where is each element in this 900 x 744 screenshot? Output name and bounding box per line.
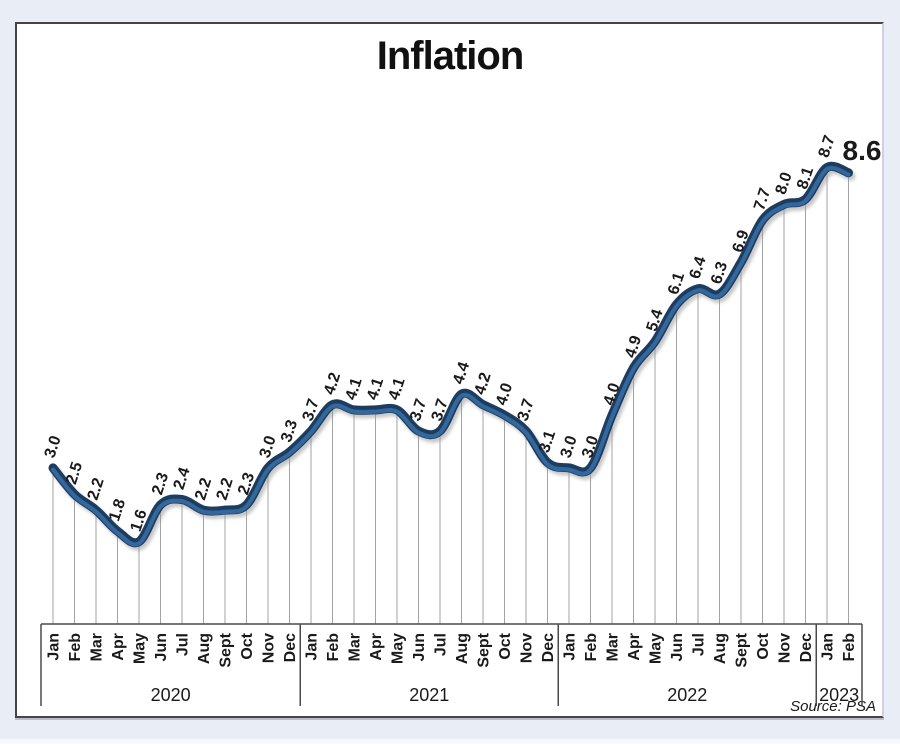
month-label: Mar — [89, 633, 106, 661]
value-label: 3.1 — [536, 428, 559, 455]
month-label: Aug — [712, 633, 729, 664]
value-label: 3.0 — [579, 434, 602, 461]
value-label: 4.4 — [450, 360, 473, 387]
month-label: May — [390, 633, 407, 664]
value-label: 2.5 — [63, 460, 86, 487]
value-label: 3.0 — [558, 434, 581, 461]
month-label: Jun — [411, 633, 428, 661]
value-label: 4.0 — [493, 381, 516, 408]
source-label: Source: PSA — [790, 698, 876, 715]
month-label: Sept — [476, 632, 493, 667]
month-label: Nov — [519, 633, 536, 663]
page-edge-strip — [0, 739, 900, 744]
month-label: Jan — [46, 633, 63, 661]
month-label: Apr — [110, 633, 127, 661]
month-label: Jan — [820, 633, 837, 661]
value-label: 2.2 — [214, 476, 237, 503]
month-label: Jun — [669, 633, 686, 661]
value-label: 4.0 — [601, 381, 624, 408]
axis-layer — [40, 623, 863, 706]
value-label: 8.0 — [773, 170, 796, 197]
value-label: 1.6 — [128, 507, 151, 534]
month-label: Oct — [239, 632, 256, 659]
month-label: Jun — [153, 633, 170, 661]
value-label: 8.1 — [794, 165, 817, 192]
value-label: 5.4 — [644, 307, 667, 334]
value-label: 7.7 — [751, 186, 774, 213]
value-label: 2.2 — [85, 476, 108, 503]
value-label: 6.3 — [708, 260, 731, 287]
month-label: Dec — [798, 633, 815, 662]
month-label: Jul — [433, 633, 450, 656]
value-label: 4.2 — [321, 370, 344, 397]
month-label: Dec — [540, 633, 557, 662]
value-label: 4.2 — [472, 370, 495, 397]
year-label: 2022 — [667, 685, 707, 705]
value-label: 4.1 — [343, 376, 366, 403]
value-label: 1.8 — [106, 497, 129, 524]
chart-title: Inflation — [376, 34, 525, 78]
line-layer — [48, 161, 856, 551]
value-label: 4.1 — [364, 376, 387, 403]
month-label: Jul — [691, 633, 708, 656]
month-label: Oct — [497, 632, 514, 659]
line-shadow — [51, 165, 856, 551]
chart-panel — [15, 22, 884, 718]
year-label: 2023 — [819, 685, 859, 705]
month-label: Aug — [454, 633, 471, 664]
month-label: Nov — [777, 633, 794, 663]
line-highlight — [50, 165, 851, 547]
value-label: 6.1 — [665, 270, 688, 297]
labels-layer: 3.0 Jan 2.5 Feb 2.2 Mar 1.8 Apr 1.6 May 2.3 Jun 2.4 J… — [42, 133, 882, 705]
month-label: Sept — [218, 632, 235, 667]
month-label: Sept — [734, 632, 751, 667]
value-label: 3.3 — [278, 418, 301, 445]
month-label: Apr — [626, 633, 643, 661]
value-label: 2.3 — [149, 471, 172, 498]
month-label: Feb — [583, 633, 600, 662]
latest-value-label: 8.6 — [843, 135, 882, 166]
value-label: 2.3 — [235, 471, 258, 498]
month-label: Jul — [175, 633, 192, 656]
value-label: 3.7 — [515, 397, 538, 424]
value-label: 3.7 — [407, 397, 430, 424]
value-label: 3.7 — [429, 397, 452, 424]
month-label: Feb — [67, 633, 84, 662]
year-label: 2020 — [151, 685, 191, 705]
year-label: 2021 — [409, 685, 449, 705]
droplines-layer — [52, 169, 849, 624]
month-label: Mar — [605, 633, 622, 661]
value-label: 4.1 — [386, 376, 409, 403]
month-label: Nov — [261, 633, 278, 663]
value-label: 8.7 — [816, 133, 839, 160]
month-label: Mar — [347, 633, 364, 661]
month-label: Apr — [368, 633, 385, 661]
value-label: 6.9 — [730, 228, 753, 255]
value-label: 2.2 — [192, 476, 215, 503]
value-label: 6.4 — [687, 254, 710, 281]
month-label: Jan — [562, 633, 579, 661]
value-label: 3.0 — [42, 434, 65, 461]
month-label: May — [648, 633, 665, 664]
value-label: 2.4 — [171, 465, 194, 492]
month-label: Aug — [196, 633, 213, 664]
month-label: Feb — [841, 633, 858, 662]
month-label: Jan — [304, 633, 321, 661]
month-label: May — [132, 633, 149, 664]
value-label: 3.7 — [300, 397, 323, 424]
value-label: 4.9 — [622, 334, 645, 361]
month-label: Feb — [325, 633, 342, 662]
value-label: 3.0 — [257, 434, 280, 461]
month-label: Oct — [755, 632, 772, 659]
month-label: Dec — [282, 633, 299, 662]
